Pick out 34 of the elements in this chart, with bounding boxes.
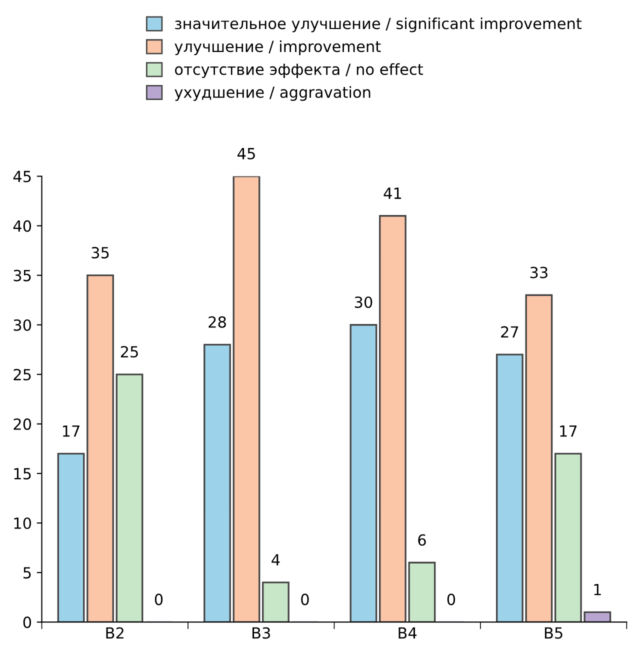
- legend-label: ухудшение / aggravation: [174, 86, 370, 101]
- y-tick-label: 0: [23, 616, 32, 628]
- legend-label: значительное улучшение / significant improvement: [175, 17, 582, 32]
- data-label: 0: [154, 594, 163, 606]
- data-label: 27: [501, 326, 518, 338]
- data-label: 41: [384, 188, 402, 199]
- x-tick-label: B2: [106, 627, 124, 639]
- y-tick-label: 30: [14, 319, 32, 331]
- data-label: 25: [120, 346, 138, 358]
- y-tick-label: 35: [14, 270, 31, 282]
- y-tick-label: 25: [14, 368, 31, 380]
- y-tick-label: 5: [24, 567, 31, 579]
- data-label: 4: [272, 554, 280, 566]
- data-label: 0: [301, 594, 309, 606]
- data-label: 6: [418, 534, 426, 546]
- data-label: 1: [594, 584, 601, 596]
- x-tick-label: B4: [398, 627, 417, 639]
- y-tick-label: 40: [13, 220, 32, 232]
- data-label: 17: [62, 425, 80, 437]
- legend-label: улучшение / improvement: [174, 40, 381, 56]
- data-label: 0: [447, 594, 456, 606]
- legend-label: отсутствие эффекта / no effect: [175, 63, 423, 78]
- data-label: 17: [560, 425, 577, 437]
- data-label: 45: [238, 148, 255, 160]
- y-tick-label: 15: [14, 468, 31, 480]
- x-tick-label: B5: [544, 627, 562, 639]
- data-label: 30: [354, 296, 372, 308]
- data-label: 33: [530, 266, 548, 278]
- data-label: 35: [92, 246, 109, 258]
- y-tick-label: 10: [14, 517, 32, 530]
- x-tick-label: B3: [252, 627, 270, 639]
- y-tick-label: 20: [14, 418, 32, 430]
- data-label: 28: [208, 316, 226, 328]
- y-tick-label: 45: [13, 170, 31, 182]
